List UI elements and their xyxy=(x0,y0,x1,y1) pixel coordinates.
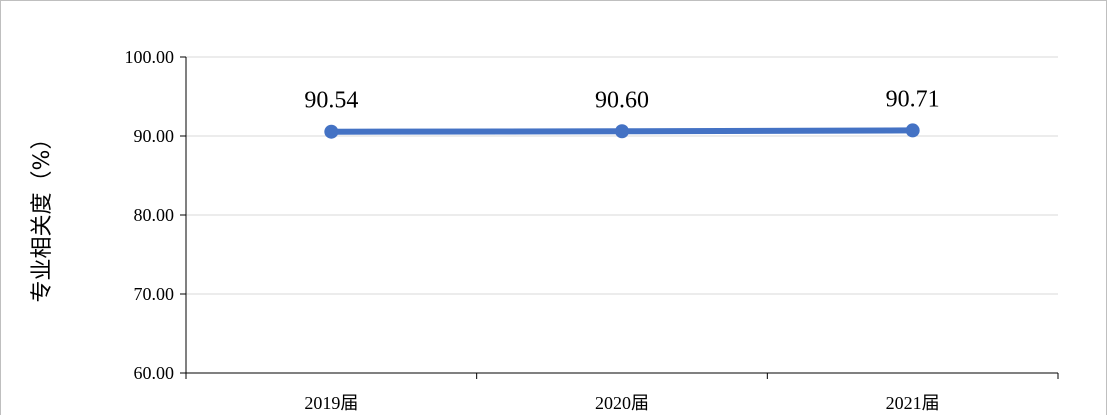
data-label: 90.54 xyxy=(304,88,358,114)
data-label: 90.71 xyxy=(886,86,940,112)
y-tick-label: 80.00 xyxy=(134,205,175,225)
x-tick-label: 2021届 xyxy=(886,393,940,413)
data-point xyxy=(324,124,339,139)
data-label: 90.60 xyxy=(595,87,649,113)
y-axis-title: 专业相关度（%） xyxy=(30,128,55,303)
y-tick-label: 90.00 xyxy=(134,126,175,146)
data-point xyxy=(615,124,629,139)
x-tick-label: 2020届 xyxy=(595,393,649,413)
x-tick-label: 2019届 xyxy=(304,393,358,413)
axes xyxy=(180,56,1059,379)
y-tick-label: 70.00 xyxy=(134,284,175,304)
y-tick-label: 60.00 xyxy=(134,363,175,383)
data-point xyxy=(905,123,920,138)
labels: 60.00 70.00 80.00 90.00 100.00 2019届 2020届 2021… xyxy=(125,47,940,413)
series xyxy=(324,123,920,139)
y-tick-label: 100.00 xyxy=(125,47,175,67)
